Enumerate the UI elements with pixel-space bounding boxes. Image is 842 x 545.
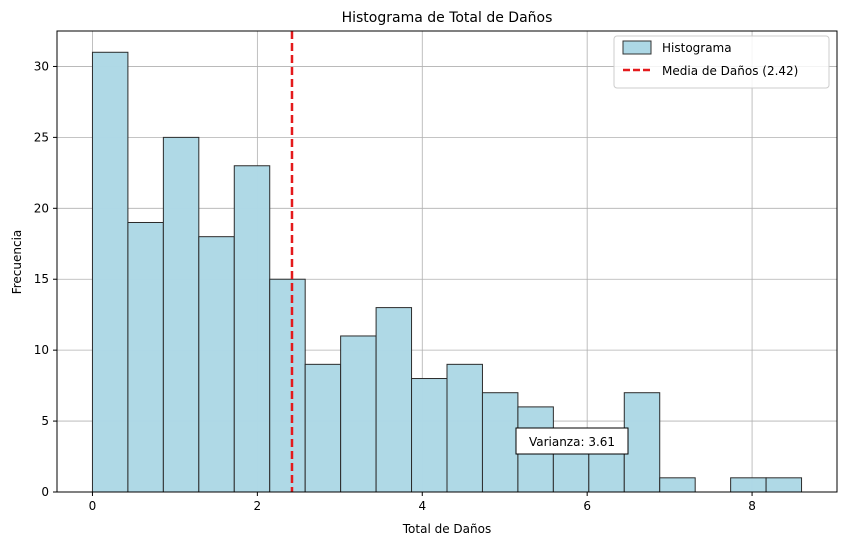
y-tick-label: 5	[41, 414, 49, 428]
histogram-bar	[659, 477, 696, 493]
histogram-bar	[765, 477, 803, 493]
x-tick-label: 8	[748, 499, 756, 513]
chart-title: Histograma de Total de Daños	[342, 10, 553, 26]
histogram-bar	[446, 363, 483, 493]
legend-box	[613, 35, 830, 89]
x-tick-label: 2	[254, 499, 262, 513]
histogram-bar	[162, 136, 200, 493]
variance-annotation: Varianza: 3.61	[515, 427, 629, 455]
histogram-bars	[91, 51, 803, 493]
y-axis-label: Frecuencia	[10, 230, 24, 295]
legend: Histograma Media de Daños (2.42)	[613, 35, 830, 89]
legend-label-histogram: Histograma	[662, 41, 732, 55]
histogram-bar	[340, 335, 377, 493]
histogram-bar	[269, 278, 306, 493]
y-tick-label: 15	[34, 272, 49, 286]
histogram-bar	[91, 51, 129, 493]
y-tick-label: 25	[34, 130, 49, 144]
variance-annotation-text: Varianza: 3.61	[529, 435, 615, 449]
legend-label-mean: Media de Daños (2.42)	[662, 64, 798, 78]
histogram-bar	[198, 236, 235, 493]
histogram-bar	[304, 363, 342, 493]
x-tick-label: 4	[418, 499, 426, 513]
histogram-bar	[623, 392, 661, 493]
x-tick-label: 6	[583, 499, 591, 513]
histogram-bar	[375, 307, 413, 493]
y-tick-label: 10	[34, 343, 49, 357]
histogram-bar	[730, 477, 767, 493]
y-tick-label: 20	[34, 201, 49, 215]
x-tick-label: 0	[89, 499, 97, 513]
variance-annotation-box	[515, 427, 629, 455]
histogram-bar	[552, 448, 590, 493]
histogram-bar	[481, 392, 519, 493]
histogram-bar	[127, 221, 164, 493]
y-tick-label: 30	[34, 59, 49, 73]
axis-ticks: 0 2 4 6 8 0 5 10 15 20 25 30	[34, 59, 756, 513]
x-axis-label: Total de Daños	[402, 522, 491, 536]
histogram-bar	[233, 165, 271, 493]
histogram-bar	[411, 378, 448, 493]
y-tick-label: 0	[41, 485, 49, 499]
histogram-bar	[588, 448, 625, 493]
plot-frame	[56, 30, 838, 493]
legend-swatch-histogram	[622, 40, 652, 55]
